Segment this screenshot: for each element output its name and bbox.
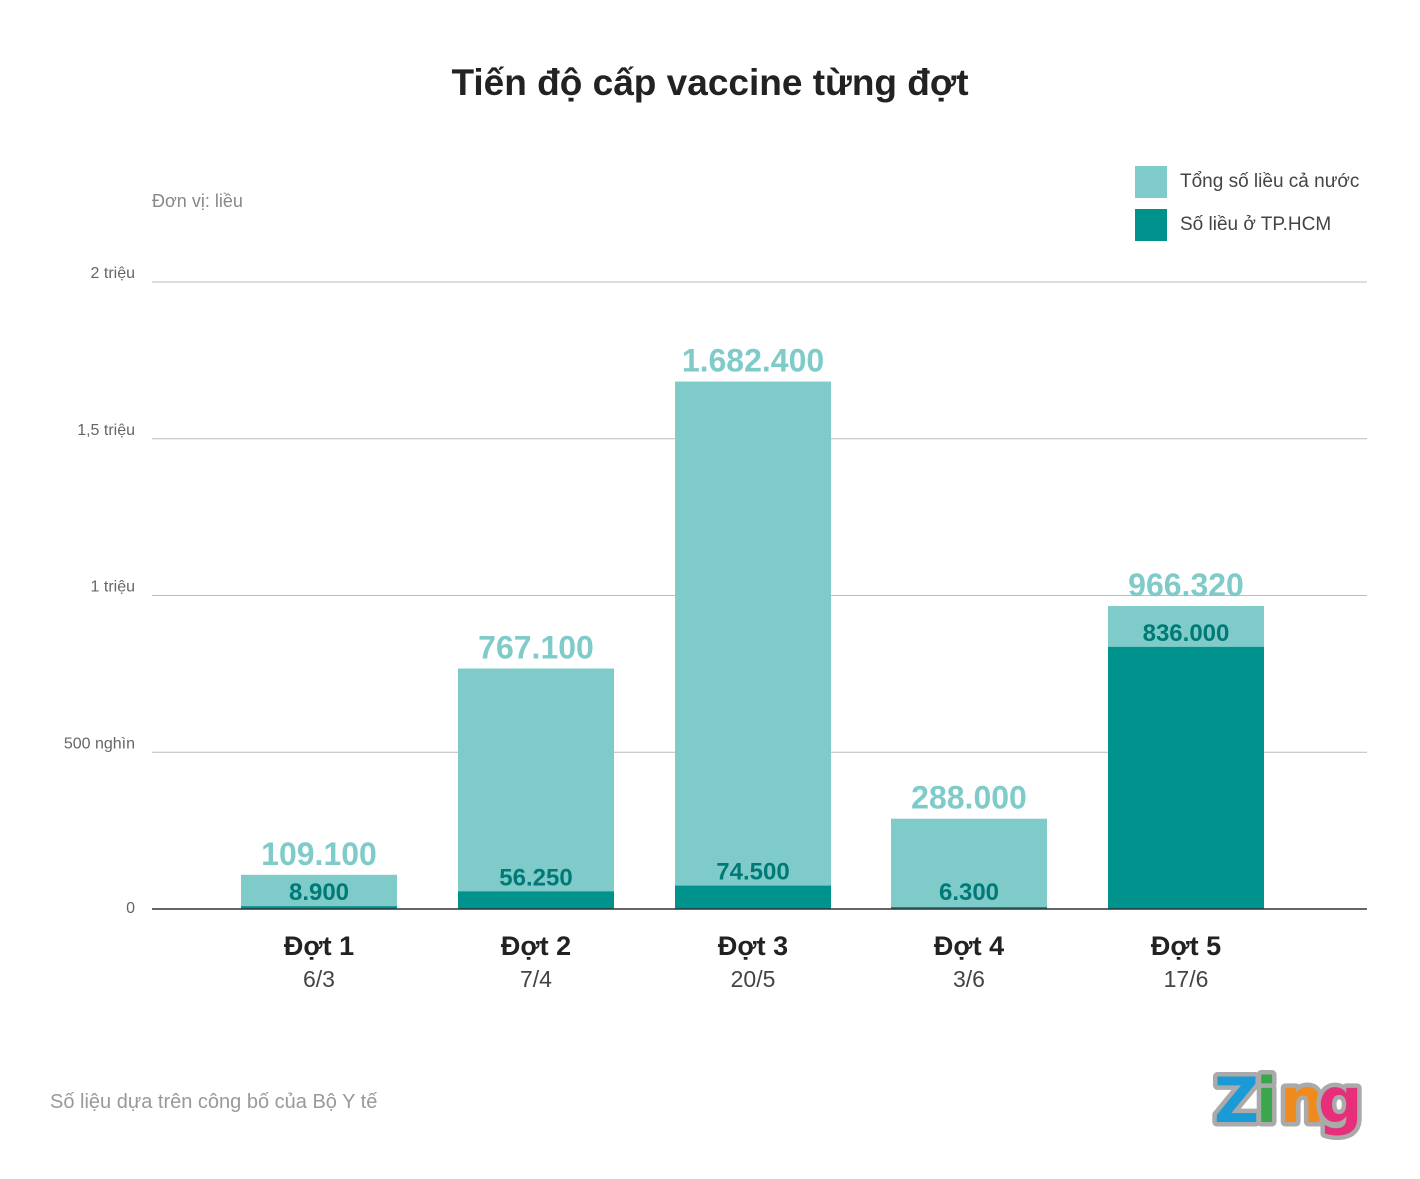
legend: Tổng số liều cả nước Số liều ở TP.HCM <box>1135 166 1359 252</box>
x-tick-label: Đợt 2 <box>501 931 571 961</box>
legend-label: Tổng số liều cả nước <box>1180 171 1360 192</box>
x-tick-date: 7/4 <box>520 966 552 992</box>
data-label-total: 109.100 <box>261 836 377 872</box>
zing-logo: Z i n g <box>1212 1064 1362 1142</box>
bar-hcm <box>675 885 831 909</box>
data-label-total: 966.320 <box>1128 567 1244 603</box>
chart-title: Tiến độ cấp vaccine từng đợt <box>451 62 969 103</box>
y-tick-label: 1 triệu <box>91 579 135 596</box>
y-tick-label: 500 nghìn <box>64 735 135 752</box>
unit-label: Đơn vị: liều <box>152 191 243 211</box>
source-note: Số liệu dựa trên công bố của Bộ Y tế <box>50 1091 378 1113</box>
x-tick-label: Đợt 4 <box>934 931 1004 961</box>
y-tick-label: 2 triệu <box>91 265 135 282</box>
legend-swatch-total <box>1135 166 1167 198</box>
legend-item-hcm: Số liều ở TP.HCM <box>1135 209 1359 241</box>
x-tick-label: Đợt 3 <box>718 931 788 961</box>
y-tick-label: 0 <box>126 900 135 917</box>
data-label-hcm: 6.300 <box>939 879 999 906</box>
x-tick-date: 17/6 <box>1164 966 1209 992</box>
x-tick-date: 6/3 <box>303 966 335 992</box>
svg-text:g: g <box>1318 1064 1362 1137</box>
legend-item-total: Tổng số liều cả nước <box>1135 166 1359 198</box>
data-label-hcm: 8.900 <box>289 879 349 906</box>
bar-hcm <box>891 907 1047 909</box>
data-label-hcm: 56.250 <box>499 864 572 891</box>
legend-swatch-hcm <box>1135 209 1167 241</box>
y-tick-label: 1,5 triệu <box>77 422 135 439</box>
svg-text:Z: Z <box>1214 1064 1259 1137</box>
bar-total <box>458 668 614 909</box>
bar-total <box>675 381 831 909</box>
x-tick-label: Đợt 1 <box>284 931 354 961</box>
bar-hcm <box>1108 646 1264 909</box>
bar-hcm <box>241 906 397 909</box>
data-label-total: 767.100 <box>478 630 594 666</box>
svg-text:n: n <box>1280 1064 1324 1137</box>
data-label-total: 1.682.400 <box>682 343 824 379</box>
bar-hcm <box>458 891 614 909</box>
data-label-total: 288.000 <box>911 780 1027 816</box>
x-tick-date: 3/6 <box>953 966 985 992</box>
data-label-hcm: 74.500 <box>716 859 789 886</box>
bar-total <box>891 818 1047 909</box>
data-label-hcm: 836.000 <box>1143 620 1230 647</box>
legend-label: Số liều ở TP.HCM <box>1180 214 1332 235</box>
x-tick-date: 20/5 <box>731 966 776 992</box>
x-tick-label: Đợt 5 <box>1151 931 1221 961</box>
bar-total <box>241 874 397 909</box>
svg-text:i: i <box>1256 1064 1277 1137</box>
